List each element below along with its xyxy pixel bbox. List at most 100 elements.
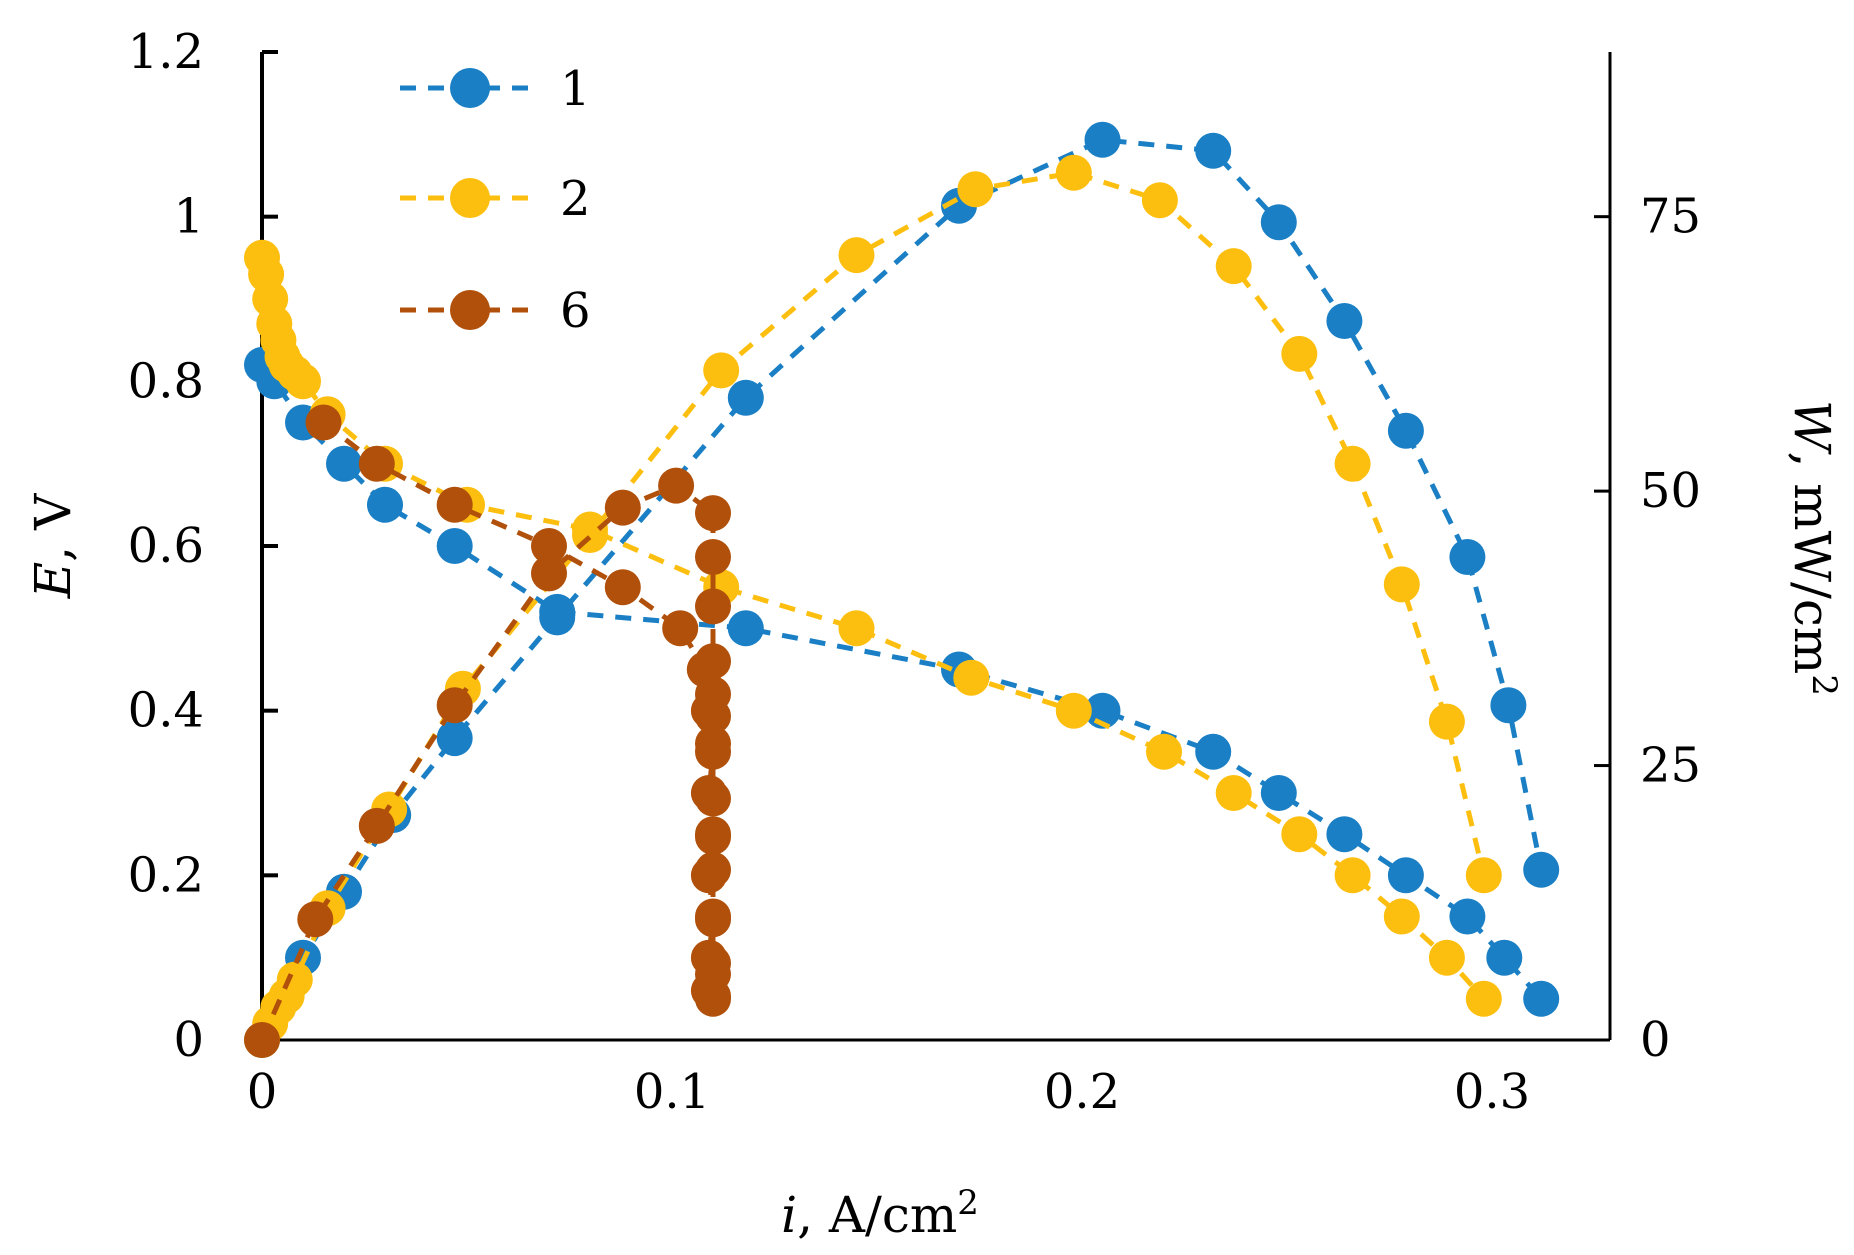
series-6-power-point: [695, 539, 731, 575]
series-1-power-point: [1449, 539, 1486, 575]
series-6-power-point: [658, 467, 695, 504]
series-6-power-point: [695, 588, 731, 625]
legend-item-6: 6: [400, 283, 591, 339]
series-2-power-point: [1215, 248, 1252, 285]
series-6-polarization-point: [436, 486, 473, 523]
series-2-power-point: [1465, 857, 1502, 894]
series-1-polarization-point: [436, 528, 473, 564]
series-1-polarization-point: [1084, 692, 1121, 729]
series-1-power-point: [1195, 132, 1232, 169]
series-2-polarization-point: [1465, 980, 1502, 1017]
series-6-power-point: [604, 489, 641, 526]
series-2-polarization-point: [838, 610, 875, 647]
series-1-power-point: [436, 720, 473, 757]
y-tick-label: 0.8: [128, 353, 204, 409]
series-1-power-point: [1084, 121, 1121, 158]
series-1-polarization-point: [1326, 816, 1363, 853]
legend-label: 2: [560, 171, 591, 227]
series-2-polarization-point: [1383, 898, 1420, 935]
series-6-power-point: [695, 725, 731, 762]
series-1-power-point: [1326, 303, 1363, 339]
y2-tick-label: 0: [1640, 1012, 1671, 1068]
series-6-polarization-point: [531, 528, 567, 564]
legend-marker: [450, 68, 490, 108]
legend: 1 2 6: [400, 61, 591, 339]
series-6-polarization-point: [604, 569, 641, 606]
y2-axis-title-variable: W: [1783, 400, 1841, 455]
series-6-power-point: [695, 945, 731, 982]
series-6-power-point: [358, 807, 395, 844]
y-axis-title: E, V: [24, 493, 82, 599]
series-6-polarization-point: [358, 445, 395, 482]
x-tick-label: 0: [247, 1064, 278, 1120]
series-1-polarization-point: [1486, 939, 1523, 976]
series-1-power-line: [259, 137, 1544, 1042]
series-1-power-point: [727, 379, 764, 416]
series-2-polarization-point: [1334, 857, 1371, 894]
legend-item-2: 2: [400, 171, 591, 227]
series-1-power-point: [1260, 204, 1297, 241]
x-tick-label: 0.2: [1044, 1064, 1120, 1120]
y-tick-label: 0.6: [128, 518, 204, 574]
series-6-power-point: [695, 978, 731, 1015]
labels-layer: 0 0.2 0.4 0.6 0.8 1 1.2 0 25 50 75 0 0.1 0.2 0.3 i, A/c…: [24, 24, 1844, 1244]
series-6-polarization-point: [305, 404, 342, 441]
series-1-polarization-point: [1523, 980, 1560, 1017]
series-6-power-point: [436, 687, 473, 724]
legend-label: 1: [560, 61, 591, 117]
series-2-power-point: [957, 171, 994, 208]
series-1-polarization-point: [367, 486, 403, 523]
y2-tick-label: 25: [1640, 738, 1701, 794]
series-2-power-point: [1055, 154, 1092, 191]
y2-tick-label: 75: [1640, 189, 1701, 245]
x-axis-title: i, A/cm2: [781, 1183, 979, 1244]
series-2-power-point: [1428, 703, 1465, 740]
series-2-power-point: [1281, 335, 1318, 372]
series-1-power-point: [1387, 412, 1424, 449]
series-2-power-line: [259, 170, 1487, 1042]
y2-tick-label: 50: [1640, 463, 1701, 519]
legend-marker: [450, 178, 490, 218]
series-2-power-point: [276, 961, 313, 998]
series-2-polarization-point: [285, 363, 321, 400]
series-2-polarization-point: [1281, 816, 1318, 853]
series-6-power-point: [695, 851, 731, 888]
series-6-power-point: [695, 643, 731, 680]
series-6-power-point: [695, 780, 731, 817]
series-1-polarization-point: [326, 445, 362, 482]
legend-item-1: 1: [400, 61, 591, 117]
series-6-power-point: [695, 818, 731, 855]
series-2-polarization-point: [1215, 775, 1252, 811]
series-6: [244, 404, 731, 1058]
series-2-polarization-point: [953, 659, 990, 696]
series-6-power-point: [695, 698, 731, 735]
legend-label: 6: [560, 283, 591, 339]
series-6-power-point: [695, 495, 731, 532]
x-axis-title-superscript: 2: [957, 1183, 979, 1223]
series-6-power-point: [695, 901, 731, 938]
series-1-polarization-point: [1449, 898, 1486, 935]
series-2-power-point: [838, 237, 875, 274]
y2-axis-title-unit: , mW/cm: [1783, 451, 1841, 674]
series-2-polarization-point: [1055, 692, 1092, 729]
series-1-power-point: [1490, 687, 1527, 724]
series-6-power-point: [244, 1022, 280, 1058]
series-1-polarization-point: [1387, 857, 1424, 894]
series-2-power-point: [1334, 445, 1371, 482]
series-2-power-point: [1383, 566, 1420, 603]
axes: [260, 50, 1612, 1042]
series-1-polarization-point: [1260, 775, 1297, 811]
x-axis-title-unit: , A/cm: [797, 1186, 957, 1244]
series-2-polarization-line: [259, 257, 1486, 1001]
series-layer: [244, 121, 1560, 1058]
y-axis-title-variable: E: [24, 562, 82, 600]
series-1-polarization-point: [1195, 733, 1232, 770]
y-tick-label: 1: [173, 189, 204, 245]
series-2-polarization-point: [1428, 939, 1465, 976]
series-2: [244, 154, 1502, 1058]
series-6-power-point: [297, 901, 334, 938]
series-6-power-line: [259, 482, 716, 1042]
y-tick-label: 0.2: [128, 847, 204, 903]
legend-marker: [450, 290, 490, 330]
